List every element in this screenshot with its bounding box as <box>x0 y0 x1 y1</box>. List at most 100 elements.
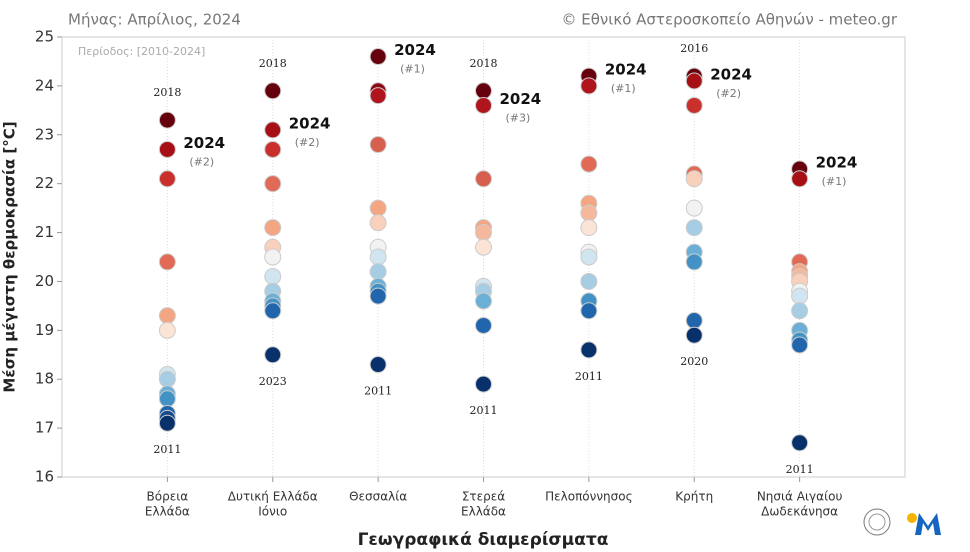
y-tick-label: 18 <box>35 370 54 388</box>
data-point <box>791 287 809 305</box>
observatory-logo <box>863 508 891 536</box>
highlight-year: 2024 <box>183 134 225 152</box>
data-point <box>685 219 703 237</box>
data-point <box>264 175 282 193</box>
data-point <box>580 302 598 320</box>
y-axis-label: Μέση μέγιστη θερμοκρασία [°C] <box>1 121 19 392</box>
data-point <box>369 87 387 105</box>
data-point <box>791 336 809 354</box>
y-tick-label: 19 <box>35 321 54 339</box>
data-point <box>158 111 176 129</box>
data-point <box>580 155 598 173</box>
rank-label: (#3) <box>506 111 531 124</box>
observatory-logo-inner <box>868 513 886 531</box>
data-point <box>264 219 282 237</box>
data-point <box>685 326 703 344</box>
y-tick-label: 17 <box>35 419 54 437</box>
subtitle: Μήνας: Απρίλιος, 2024 <box>68 11 241 29</box>
y-tick-label: 25 <box>35 28 54 46</box>
data-point <box>475 96 492 114</box>
data-point <box>475 170 492 188</box>
data-point <box>685 96 703 114</box>
data-point <box>158 390 176 408</box>
logos <box>863 508 941 536</box>
highlight-year: 2024 <box>500 90 542 108</box>
year-label: 2011 <box>364 385 392 398</box>
data-point <box>580 204 598 222</box>
data-point <box>685 312 703 330</box>
data-point <box>369 214 387 232</box>
meteo-logo-sun <box>907 513 917 523</box>
data-point <box>791 302 809 320</box>
x-tick-label: Βόρεια <box>147 490 189 504</box>
data-point <box>369 136 387 154</box>
data-point <box>264 248 282 266</box>
year-label: 2011 <box>575 370 603 383</box>
year-label: 2018 <box>259 57 287 70</box>
data-point <box>158 140 176 158</box>
data-point <box>475 238 492 256</box>
rank-label: (#1) <box>822 175 847 188</box>
data-point <box>475 224 492 242</box>
year-label: 2011 <box>470 404 498 417</box>
x-tick-label: Πελοπόννησος <box>545 490 633 504</box>
data-point <box>158 370 176 388</box>
data-point <box>580 219 598 237</box>
data-point <box>369 48 387 66</box>
x-tick-label: Ιόνιο <box>258 505 287 519</box>
year-label: 2018 <box>470 57 498 70</box>
data-point <box>685 199 703 217</box>
highlight-year: 2024 <box>605 61 647 79</box>
data-point <box>475 316 492 334</box>
data-point <box>158 170 176 188</box>
x-axis-label: Γεωγραφικά διαμερίσματα <box>358 530 609 550</box>
year-label: 2018 <box>153 86 181 99</box>
x-tick-label: Ελλάδα <box>461 505 506 519</box>
data-point <box>685 72 703 90</box>
data-point <box>475 375 492 393</box>
data-point <box>264 302 282 320</box>
rank-label: (#1) <box>400 63 425 76</box>
data-point <box>580 77 598 95</box>
y-tick-label: 16 <box>35 468 54 486</box>
y-tick-label: 21 <box>35 223 54 241</box>
rank-label: (#2) <box>189 155 214 168</box>
data-point <box>791 434 809 452</box>
data-point <box>158 321 176 339</box>
highlight-year: 2024 <box>394 41 436 59</box>
meteo-logo-m <box>915 513 941 535</box>
data-point <box>369 287 387 305</box>
x-tick-label: Κρήτη <box>675 490 713 504</box>
year-label: 2011 <box>786 463 814 476</box>
highlight-year: 2024 <box>816 154 858 172</box>
rank-label: (#1) <box>611 82 636 95</box>
data-point <box>264 346 282 364</box>
data-point <box>685 170 703 188</box>
y-tick-label: 23 <box>35 125 54 143</box>
data-point <box>580 341 598 359</box>
year-label: 2023 <box>259 375 287 388</box>
data-point <box>369 356 387 374</box>
rank-label: (#2) <box>295 136 320 149</box>
data-point <box>580 272 598 290</box>
y-tick-label: 24 <box>35 76 54 94</box>
data-point <box>158 414 176 432</box>
data-point <box>264 140 282 158</box>
year-label: 2016 <box>680 42 708 55</box>
y-tick-label: 22 <box>35 174 54 192</box>
source: © Εθνικό Αστεροσκοπείο Αθηνών - meteo.gr <box>562 11 898 29</box>
highlight-year: 2024 <box>710 66 752 84</box>
data-point <box>369 263 387 281</box>
data-point <box>475 292 492 310</box>
data-point <box>158 307 176 325</box>
data-point <box>264 121 282 139</box>
x-tick-label: Στερεά <box>462 490 505 504</box>
rank-label: (#2) <box>716 87 741 100</box>
x-tick-label: Δυτική Ελλάδα <box>228 490 318 504</box>
data-point <box>685 253 703 271</box>
x-tick-label: Ελλάδα <box>145 505 190 519</box>
data-point <box>264 82 282 100</box>
x-tick-label: Νησιά Αιγαίου <box>757 490 843 504</box>
data-point <box>158 253 176 271</box>
